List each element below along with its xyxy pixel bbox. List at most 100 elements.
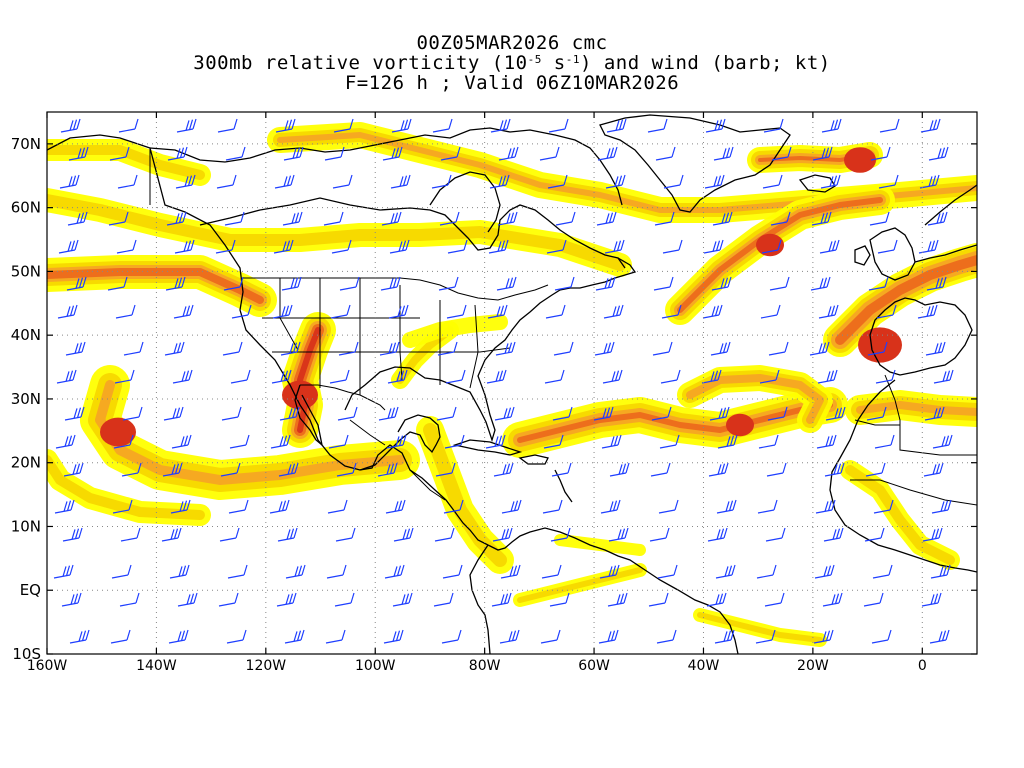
- wind-barb-162: [552, 406, 573, 421]
- wind-barb-262: [433, 592, 454, 607]
- wind-barb-63: [712, 211, 733, 226]
- wind-barb-118: [917, 304, 938, 319]
- wind-barb-241: [227, 564, 248, 579]
- wind-barb-82: [819, 239, 840, 254]
- coast-africa: [829, 379, 977, 573]
- wind-barb-90: [339, 276, 360, 291]
- wind-barb-58: [439, 211, 460, 226]
- wind-barb-196: [551, 462, 572, 477]
- wind-barb-51: [67, 211, 88, 226]
- wind-barb-12: [705, 118, 726, 133]
- vorticity-max-0: [858, 327, 902, 363]
- wind-barb-64: [770, 211, 791, 226]
- title-line-2-pre: 300mb relative vorticity (10: [193, 52, 528, 74]
- wind-barb-6: [391, 118, 412, 133]
- wind-barb-143: [445, 369, 466, 384]
- lat-label-10S: 10S: [12, 645, 41, 663]
- wind-barb-166: [767, 406, 788, 421]
- wind-barb-16: [920, 118, 941, 133]
- wind-barb-168: [866, 406, 887, 421]
- lon-label-0: 0: [918, 658, 927, 674]
- wind-barb-111: [545, 304, 566, 319]
- wind-barb-39: [332, 174, 353, 189]
- wind-barb-130: [652, 341, 673, 356]
- wind-barb-8: [490, 118, 511, 133]
- coast-gulf: [344, 257, 637, 443]
- wind-barb-263: [491, 592, 512, 607]
- vorticity-band-16-level-0: [554, 534, 646, 556]
- wind-barb-279: [441, 629, 462, 644]
- wind-barb-286: [813, 629, 834, 644]
- wind-barb-124: [338, 341, 359, 356]
- wind-barb-68: [58, 239, 79, 254]
- wind-barb-213: [542, 499, 563, 514]
- vorticity-band-9-level-1: [47, 455, 205, 520]
- wind-barb-230: [550, 527, 571, 542]
- wind-barb-128: [553, 341, 574, 356]
- wind-barb-119: [65, 341, 86, 356]
- wind-barb-214: [600, 499, 621, 514]
- border-africa-1: [884, 374, 977, 456]
- wind-barb-142: [387, 369, 408, 384]
- wind-barb-264: [549, 592, 570, 607]
- wind-barb-137: [114, 369, 135, 384]
- wind-barb-161: [494, 406, 515, 421]
- wind-barb-18: [109, 146, 130, 161]
- wind-barb-156: [221, 406, 242, 421]
- coast-canada: [199, 197, 626, 269]
- wind-barb-87: [165, 276, 186, 291]
- wind-barb-2: [176, 118, 197, 133]
- wind-barb-173: [229, 434, 250, 449]
- vorticity-band-19-level-1: [845, 465, 955, 565]
- wind-barb-244: [384, 564, 405, 579]
- coast-alaska: [47, 134, 489, 546]
- coast-iberia: [869, 297, 973, 376]
- vorticity-band-4-level-3: [677, 197, 883, 313]
- wind-barb-73: [331, 239, 352, 254]
- wind-barb-134: [867, 341, 888, 356]
- wind-barb-107: [330, 304, 351, 319]
- wind-barb-9: [548, 118, 569, 133]
- wind-barb-20: [225, 146, 246, 161]
- wind-barb-109: [446, 304, 467, 319]
- wind-barb-72: [273, 239, 294, 254]
- wind-barb-276: [284, 629, 305, 644]
- wind-barb-37: [216, 174, 237, 189]
- wind-barb-33: [928, 146, 949, 161]
- wind-barb-97: [711, 276, 732, 291]
- wind-barb-223: [161, 527, 182, 542]
- wind-barb-179: [543, 434, 564, 449]
- wind-barb-98: [769, 276, 790, 291]
- wind-barb-147: [660, 369, 681, 384]
- wind-barb-75: [447, 239, 468, 254]
- wind-barb-25: [498, 146, 519, 161]
- wind-barb-29: [713, 146, 734, 161]
- wind-barb-45: [663, 174, 684, 189]
- wind-barb-210: [385, 499, 406, 514]
- wind-barb-41: [431, 174, 452, 189]
- wind-barb-240: [169, 564, 190, 579]
- coast-ireland: [854, 245, 871, 266]
- wind-barb-274: [168, 629, 189, 644]
- vorticity-band-11-level-2: [686, 374, 824, 424]
- wind-barb-172: [171, 434, 192, 449]
- wind-barb-121: [164, 341, 185, 356]
- wind-barb-181: [659, 434, 680, 449]
- wind-barb-278: [383, 629, 404, 644]
- wind-barb-167: [825, 406, 846, 421]
- wind-barb-243: [326, 564, 347, 579]
- wind-barb-277: [325, 629, 346, 644]
- wind-barb-106: [272, 304, 293, 319]
- lat-label-EQ: EQ: [20, 581, 41, 599]
- wind-barb-28: [655, 146, 676, 161]
- wind-barb-38: [274, 174, 295, 189]
- wind-barb-21: [283, 146, 304, 161]
- wind-barb-57: [381, 211, 402, 226]
- wind-barb-50: [919, 174, 940, 189]
- wind-barb-101: [926, 276, 947, 291]
- coast-south-america: [487, 527, 739, 654]
- title-line-2: 300mb relative vorticity (10-5 s-1) and …: [0, 53, 1024, 73]
- wind-barb-169: [924, 406, 945, 421]
